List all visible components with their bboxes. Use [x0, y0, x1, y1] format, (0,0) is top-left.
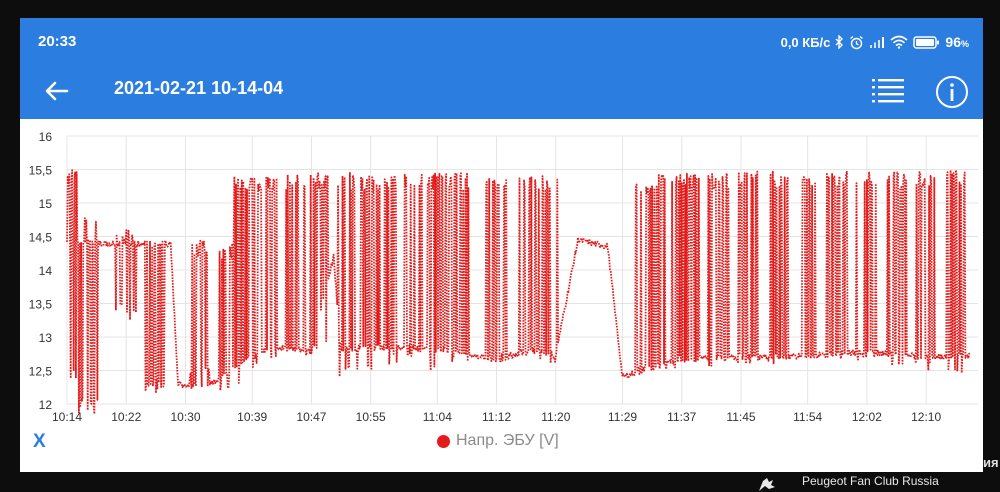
x-tick-label: 10:30 [170, 410, 200, 424]
watermark: Peugeot Fan Club Russia [755, 474, 1000, 492]
arrow-left-icon [45, 81, 69, 101]
x-tick-label: 11:04 [423, 410, 452, 424]
y-tick-label: 15 [39, 197, 53, 211]
x-tick-label: 10:14 [52, 410, 82, 424]
log-title: 2021-02-21 10-14-04 [114, 78, 284, 98]
alarm-icon [850, 35, 864, 49]
y-axis-ticks: 12 12,5 13 13,5 14 14,5 15 15,5 16 [29, 130, 53, 412]
back-button[interactable] [40, 74, 74, 108]
y-tick-label: 13 [39, 331, 53, 345]
edge-text-fragment: ия [983, 455, 999, 470]
voltage-series [66, 169, 971, 415]
list-icon [872, 79, 904, 103]
x-axis-button[interactable]: X [33, 431, 46, 452]
battery-percent-value: 96 [945, 34, 961, 50]
battery-percent: 96% [945, 34, 969, 50]
watermark-text: Peugeot Fan Club Russia [802, 474, 939, 488]
y-tick-label: 16 [39, 130, 53, 144]
x-tick-label: 11:37 [667, 410, 696, 424]
voltage-chart: 12 12,5 13 13,5 14 14,5 15 15,5 16 10:14 10:22 10:… [20, 119, 983, 429]
y-tick-label: 15,5 [29, 164, 53, 178]
x-axis-ticks: 10:14 10:22 10:30 10:39 10:47 10:55 11:04 11:12… [52, 410, 942, 424]
x-tick-label: 10:55 [356, 410, 386, 424]
status-time: 20:33 [38, 33, 77, 50]
toolbar: 2021-02-21 10-14-04 [20, 66, 983, 119]
info-icon [936, 76, 968, 108]
series-line [66, 169, 971, 415]
signal-icon [870, 36, 885, 48]
chart-legend: Напр. ЭБУ [V] [437, 432, 559, 450]
status-bar: 20:33 0,0 КБ/с [20, 18, 983, 66]
x-tick-label: 12:10 [911, 410, 941, 424]
info-button[interactable] [932, 72, 972, 112]
x-tick-label: 10:39 [237, 410, 267, 424]
legend-marker [437, 434, 450, 448]
x-tick-label: 11:54 [793, 410, 822, 424]
x-tick-label: 11:29 [608, 410, 637, 424]
x-tick-label: 10:47 [296, 410, 326, 424]
app-bar: 20:33 0,0 КБ/с [20, 18, 983, 119]
list-button[interactable] [868, 72, 908, 110]
y-tick-label: 12 [39, 398, 53, 412]
legend-label: Напр. ЭБУ [V] [456, 432, 559, 449]
battery-icon [913, 35, 940, 49]
y-tick-label: 13,5 [29, 298, 53, 312]
y-tick-label: 14 [39, 264, 53, 278]
x-tick-label: 11:12 [482, 410, 511, 424]
y-tick-label: 14,5 [29, 231, 53, 245]
peugeot-lion-logo [759, 478, 775, 491]
battery-percent-unit: % [960, 39, 969, 49]
y-tick-label: 12,5 [29, 365, 53, 379]
status-indicators: 0,0 КБ/с [781, 32, 969, 52]
x-tick-label: 12:02 [852, 410, 882, 424]
chart-grid [66, 135, 978, 405]
x-tick-label: 11:20 [541, 410, 570, 424]
x-tick-label: 10:22 [111, 410, 141, 424]
bluetooth-icon [835, 35, 844, 49]
wifi-icon [890, 35, 908, 49]
phone-screen: 20:33 0,0 КБ/с [20, 18, 983, 472]
net-speed: 0,0 КБ/с [780, 34, 831, 50]
x-tick-label: 11:45 [726, 410, 755, 424]
